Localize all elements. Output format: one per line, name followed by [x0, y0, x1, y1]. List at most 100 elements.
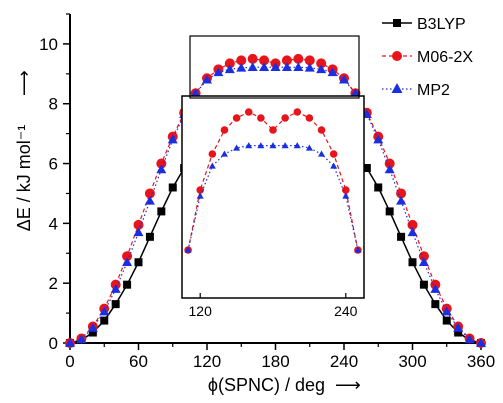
data-point	[99, 306, 110, 316]
legend-label-m06-2x: M06-2X	[417, 49, 473, 66]
x-axis-label: ϕ(SPNC) / deg	[208, 375, 325, 395]
inset-series-line-m06-2x	[187, 111, 359, 251]
data-point	[236, 55, 247, 66]
data-point	[385, 207, 394, 216]
data-point	[431, 300, 440, 309]
data-point	[247, 53, 258, 64]
data-point	[144, 188, 155, 199]
inset-data-point	[208, 162, 216, 169]
inset-data-point	[220, 150, 228, 157]
data-point	[133, 227, 144, 237]
data-point	[213, 67, 224, 77]
data-point	[430, 284, 441, 293]
data-point	[247, 62, 258, 71]
data-point	[418, 257, 429, 266]
x-tick-label: 0	[65, 352, 74, 371]
y-tick-label: 8	[49, 95, 58, 114]
data-point	[281, 62, 292, 71]
y-tick-label: 6	[49, 155, 58, 174]
x-tick-label: 240	[330, 352, 358, 371]
inset-data-point	[196, 186, 204, 194]
inset-data-point	[281, 114, 289, 122]
inset-series-m06-2x	[184, 108, 362, 254]
inset-ticks: 120 240	[189, 293, 358, 319]
inset: 120 240	[181, 95, 365, 319]
inset-data-point	[317, 126, 326, 134]
data-point	[156, 158, 167, 169]
y-axis-title: ΔE / kJ mol⁻¹ ⟶	[14, 70, 34, 231]
data-point	[418, 251, 429, 262]
x-tick-label: 60	[129, 352, 148, 371]
y-tick-label: 10	[39, 35, 58, 54]
data-point	[76, 334, 87, 344]
inset-data-point	[318, 150, 326, 157]
data-point	[384, 164, 395, 174]
inset-data-point	[220, 126, 229, 134]
inset-data-point	[245, 142, 253, 149]
data-point	[316, 58, 327, 69]
data-point	[396, 195, 407, 205]
inset-series	[184, 108, 362, 254]
inset-data-point	[293, 108, 302, 116]
data-point	[156, 164, 167, 174]
y-tick-label: 0	[49, 334, 58, 353]
inset-data-point	[354, 246, 362, 253]
data-point	[100, 316, 109, 325]
x-axis-title: ϕ(SPNC) / deg ⟶	[208, 375, 361, 395]
data-point	[281, 55, 292, 66]
y-tick-label: 4	[49, 214, 58, 233]
data-point	[168, 183, 177, 192]
data-point	[110, 284, 121, 293]
inset-data-point	[233, 144, 241, 151]
inset-data-point	[305, 144, 313, 151]
data-point	[87, 323, 98, 332]
inset-data-point	[329, 150, 338, 158]
data-point	[259, 55, 270, 66]
inset-data-point	[342, 192, 350, 199]
data-point	[134, 258, 143, 267]
data-point	[144, 195, 155, 205]
legend-marker-mp2	[391, 83, 403, 93]
inset-data-point	[269, 126, 277, 134]
inset-data-point	[269, 142, 277, 149]
data-point	[453, 323, 464, 332]
data-point	[157, 207, 166, 216]
inset-data-point	[184, 246, 192, 253]
legend-marker-m06-2x	[392, 51, 402, 61]
data-point	[441, 306, 452, 316]
data-point	[374, 183, 383, 192]
data-point	[122, 251, 133, 262]
data-point	[476, 338, 486, 347]
data-point	[384, 158, 395, 169]
data-point	[464, 334, 475, 344]
series-mp2	[65, 62, 486, 347]
inset-data-point	[293, 142, 301, 149]
legend-item-m06-2x: M06-2X	[382, 49, 473, 66]
data-point	[145, 232, 154, 241]
data-point	[202, 74, 212, 84]
data-point	[407, 227, 418, 237]
data-point	[224, 58, 235, 69]
legend: B3LYP M06-2X MP2	[382, 16, 473, 99]
inset-x-tick-label: 240	[334, 303, 358, 319]
data-point	[190, 88, 201, 98]
x-axis-arrow: ⟶	[335, 375, 361, 395]
inset-data-point	[196, 192, 204, 199]
inset-x-tick-label: 120	[189, 303, 213, 319]
ticks: 0 60 120 180 240 300 360 0 2 4 6 8 10	[39, 13, 495, 371]
inset-data-point	[305, 114, 314, 122]
data-point	[362, 164, 371, 173]
data-point	[407, 219, 418, 230]
y-axis-arrow: ⟶	[14, 70, 34, 96]
data-point	[133, 219, 144, 230]
data-point	[442, 316, 451, 325]
inset-data-point	[244, 108, 253, 116]
x-tick-label: 300	[398, 352, 426, 371]
data-point	[397, 232, 406, 241]
inset-data-point	[232, 114, 241, 122]
legend-item-b3lyp: B3LYP	[382, 16, 466, 33]
data-point	[293, 62, 304, 71]
data-point	[327, 67, 338, 77]
x-tick-label: 120	[193, 352, 221, 371]
data-point	[293, 53, 304, 64]
